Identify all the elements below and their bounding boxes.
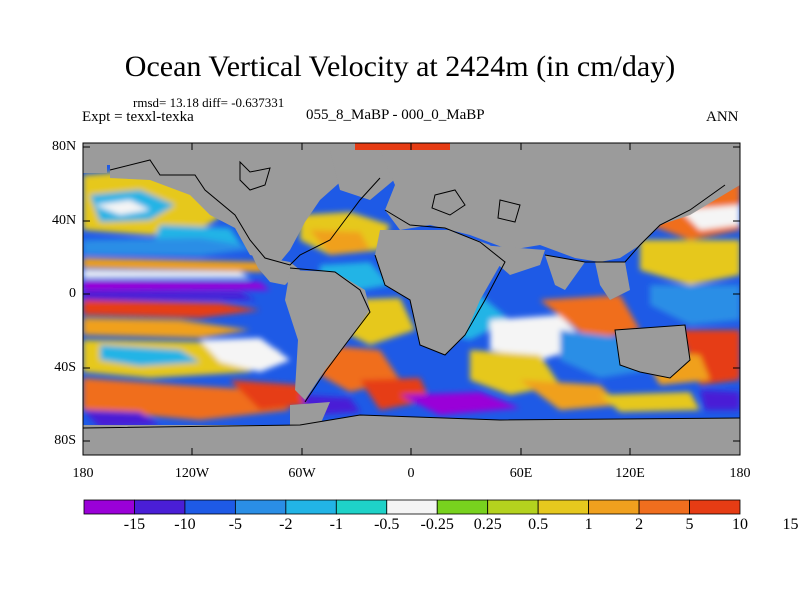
colorbar-swatch (184, 499, 236, 515)
colorbar-swatch (588, 499, 640, 515)
lat-label: 40N (52, 213, 77, 228)
land-masses (83, 150, 740, 455)
colorbar-swatch (638, 499, 690, 515)
lon-label: 0 (407, 466, 415, 481)
colorbar-label: -2 (279, 516, 293, 533)
colorbar (83, 499, 741, 515)
lat-label: 80S (54, 433, 76, 448)
colorbar-label: -15 (123, 516, 146, 533)
colorbar-swatch (487, 499, 539, 515)
lat-label: 80N (52, 139, 77, 154)
colorbar-swatch (285, 499, 337, 515)
case-label: 055_8_MaBP - 000_0_MaBP (306, 107, 485, 123)
lon-label: 120W (174, 466, 210, 481)
lat-label: 0 (69, 286, 76, 301)
colorbar-label: -1 (329, 516, 343, 533)
figure-title: Ocean Vertical Velocity at 2424m (in cm/… (124, 50, 676, 83)
experiment-label: Expt = texxl-texka (82, 109, 194, 125)
colorbar-swatch (335, 499, 388, 515)
lon-label: 60W (288, 466, 316, 481)
coastlines (83, 159, 740, 429)
colorbar-swatch (689, 499, 741, 515)
lon-label: 180 (72, 466, 94, 481)
colorbar-swatch (83, 499, 135, 515)
colorbar-swatch (234, 499, 287, 515)
colorbar-label: 10 (732, 516, 748, 533)
colorbar-label: -5 (228, 516, 243, 533)
colorbar-label: 0.25 (473, 516, 502, 533)
colorbar-label: -10 (174, 516, 196, 533)
lon-label: 120E (615, 466, 645, 481)
stats-text: rmsd= 13.18 diff= -0.637331 (133, 95, 285, 110)
axis-ticks (83, 143, 740, 455)
colorbar-label: -0.25 (420, 516, 454, 533)
lon-label: 60E (509, 466, 533, 481)
colorbar-swatch (537, 499, 590, 515)
colorbar-label: 0.5 (528, 516, 549, 533)
colorbar-label: 2 (635, 516, 644, 533)
colorbar-label: 5 (685, 516, 694, 533)
colorbar-swatch (134, 499, 186, 515)
colorbar-swatch (386, 499, 438, 515)
colorbar-label: 15 (782, 516, 799, 533)
season-label: ANN (706, 109, 739, 125)
lat-label: 40S (54, 360, 76, 375)
colorbar-swatch (436, 499, 489, 515)
lon-label: 180 (729, 466, 751, 481)
colorbar-label: -0.5 (374, 516, 400, 533)
colorbar-label: 1 (584, 516, 593, 533)
